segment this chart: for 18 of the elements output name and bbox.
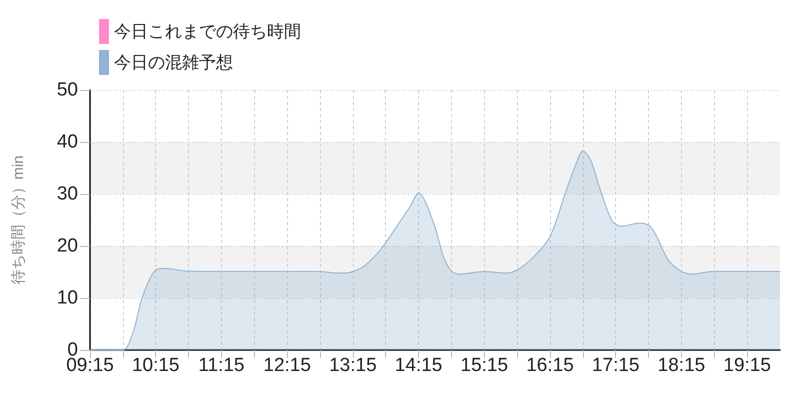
legend-label: 今日これまでの待ち時間 — [114, 22, 301, 41]
x-tick-label: 16:15 — [526, 355, 574, 376]
x-tick-label: 15:15 — [460, 355, 508, 376]
legend-label: 今日の混雑予想 — [114, 53, 233, 72]
x-tick-label: 14:15 — [394, 355, 442, 376]
x-tick-label: 12:15 — [263, 355, 311, 376]
y-tick-label: 40 — [56, 132, 78, 152]
x-tick-label: 18:15 — [658, 355, 706, 376]
y-tick-label: 50 — [56, 80, 78, 100]
x-tick-label: 11:15 — [198, 355, 244, 376]
x-tick-label: 10:15 — [132, 355, 180, 376]
y-tick-label: 30 — [56, 184, 78, 204]
x-tick-label: 17:15 — [592, 355, 640, 376]
y-axis-title: 待ち時間（分）min — [10, 155, 27, 285]
y-tick-label: 10 — [56, 288, 78, 308]
x-tick-label: 19:15 — [723, 355, 771, 376]
y-tick-label: 20 — [56, 236, 78, 256]
x-tick-label: 13:15 — [329, 355, 377, 376]
